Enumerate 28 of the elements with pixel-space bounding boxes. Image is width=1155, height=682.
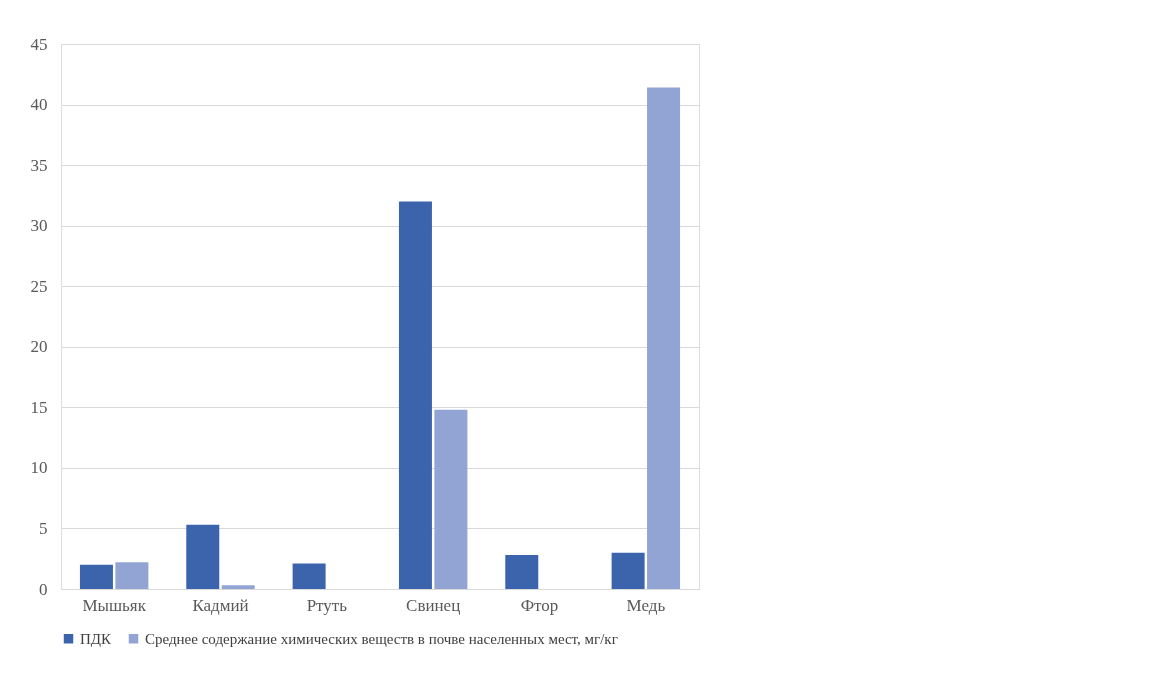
bar [292,563,326,589]
y-tick-label: 0 [39,579,48,599]
y-tick-label: 5 [39,518,48,538]
x-tick-label: Фтор [520,595,559,615]
bar [79,564,113,589]
x-tick-label: Мышьяк [82,595,147,615]
x-tick-label: Свинец [406,595,461,615]
bar [221,585,255,589]
bar [398,201,432,589]
bar [647,87,681,589]
x-tick-label: Ртуть [306,595,348,615]
y-tick-label: 20 [30,337,48,357]
bar [186,524,220,589]
bar [505,555,539,589]
y-tick-label: 35 [30,155,48,175]
legend-label: ПДК [80,630,113,647]
y-tick-label: 45 [30,34,48,54]
bar [115,562,149,589]
bar [611,552,645,589]
y-tick-label: 40 [30,95,48,115]
x-tick-label: Медь [626,595,666,615]
x-tick-label: Кадмий [192,595,249,615]
y-tick-label: 30 [30,216,48,236]
y-tick-label: 10 [30,458,48,478]
y-tick-label: 25 [30,276,48,296]
legend-label: Среднее содержание химических веществ в почве населенных мест, мг/кг [145,630,618,647]
bar [434,409,468,589]
y-tick-label: 15 [30,397,48,417]
